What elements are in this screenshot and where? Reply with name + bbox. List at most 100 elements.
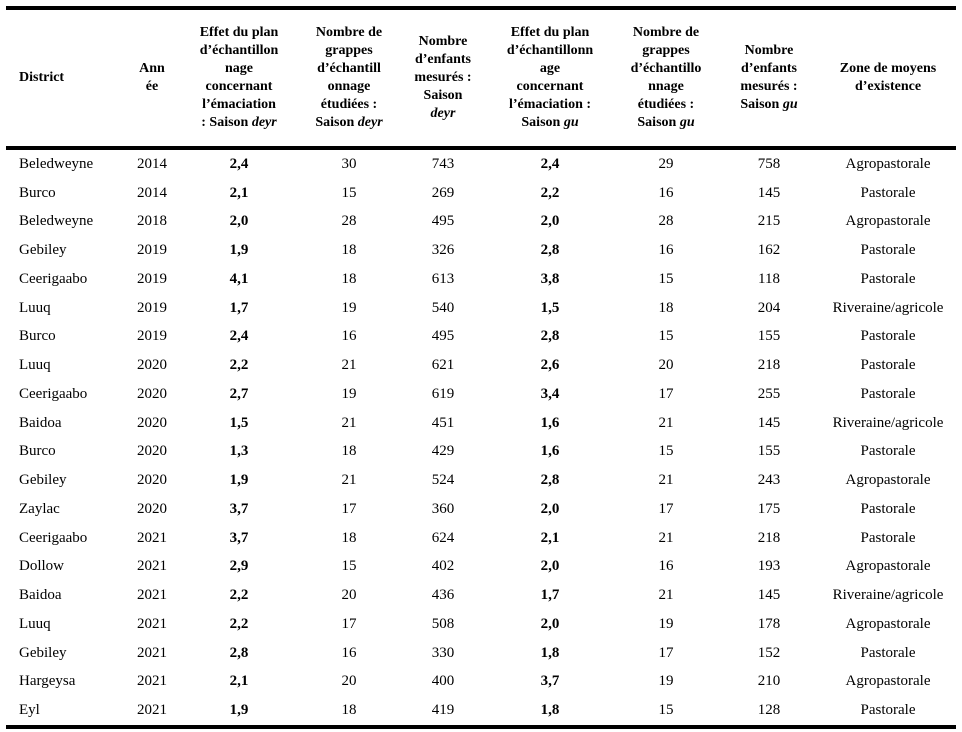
cell-effet-deyr: 2,4 — [229, 155, 249, 172]
cell-enfants-deyr: 326 — [431, 242, 455, 259]
cell-effet-deyr: 2,9 — [229, 558, 249, 575]
cell-district: Gebiley — [19, 472, 67, 489]
cell-zone: Pastorale — [860, 702, 916, 719]
cell-effet-gu: 2,0 — [540, 500, 560, 517]
cell-grappes-gu: 28 — [658, 213, 674, 230]
cell-enfants-deyr: 402 — [431, 558, 455, 575]
cell-grappes-deyr: 18 — [341, 702, 357, 719]
season-label: gu — [782, 96, 798, 112]
table-row: Dollow 2021 2,9 15 402 2,0 16 193 Agropastorale — [6, 553, 956, 582]
cell-zone: Pastorale — [860, 357, 916, 374]
cell-enfants-gu: 128 — [757, 702, 781, 719]
cell-year: 2020 — [137, 443, 167, 460]
cell-effet-gu: 2,8 — [540, 472, 560, 489]
cell-year: 2019 — [137, 299, 167, 316]
cell-effet-deyr: 2,2 — [229, 587, 249, 604]
table-row: Luuq 2021 2,2 17 508 2,0 19 178 Agropastorale — [6, 610, 956, 639]
cell-grappes-deyr: 21 — [341, 472, 357, 489]
cell-enfants-gu: 175 — [757, 500, 781, 517]
cell-zone: Riveraine/agricole — [832, 587, 944, 604]
col-header-effet-gu: Effet du plan d’échantillonn age concern… — [486, 8, 614, 148]
cell-effet-deyr: 1,9 — [229, 702, 249, 719]
cell-year: 2021 — [137, 615, 167, 632]
cell-enfants-gu: 255 — [757, 385, 781, 402]
cell-district: Dollow — [19, 558, 64, 575]
survey-results-table-container: District Ann ée Effet du plan d’échantil… — [6, 6, 956, 729]
table-header: District Ann ée Effet du plan d’échantil… — [6, 8, 956, 148]
cell-zone: Agropastorale — [845, 558, 931, 575]
table-row: Ceerigaabo 2020 2,7 19 619 3,4 17 255 Pastorale — [6, 380, 956, 409]
cell-zone: Pastorale — [860, 500, 916, 517]
cell-grappes-gu: 16 — [658, 558, 674, 575]
cell-grappes-deyr: 17 — [341, 500, 357, 517]
col-header-effet-deyr: Effet du plan d’échantillon nage concern… — [180, 8, 298, 148]
table-row: Baidoa 2020 1,5 21 451 1,6 21 145 Riveraine/agri… — [6, 409, 956, 438]
cell-year: 2019 — [137, 328, 167, 345]
cell-grappes-deyr: 16 — [341, 328, 357, 345]
cell-year: 2021 — [137, 702, 167, 719]
col-header-enfants-deyr: Nombre d’enfants mesurés : Saison deyr — [400, 8, 486, 148]
col-header-label: Effet du plan d’échantillon nage concern… — [199, 25, 279, 130]
cell-grappes-deyr: 19 — [341, 385, 357, 402]
cell-enfants-deyr: 540 — [431, 299, 455, 316]
cell-grappes-gu: 19 — [658, 673, 674, 690]
cell-district: Ceerigaabo — [19, 270, 88, 287]
cell-year: 2020 — [137, 357, 167, 374]
cell-effet-gu: 1,5 — [540, 299, 560, 316]
cell-effet-gu: 2,8 — [540, 242, 560, 259]
cell-district: Baidoa — [19, 414, 62, 431]
cell-zone: Agropastorale — [845, 472, 931, 489]
cell-district: Beledweyne — [19, 213, 94, 230]
cell-enfants-deyr: 495 — [431, 213, 455, 230]
cell-district: Luuq — [19, 299, 51, 316]
table-row: Luuq 2020 2,2 21 621 2,6 20 218 Pastorale — [6, 351, 956, 380]
cell-grappes-deyr: 19 — [341, 299, 357, 316]
cell-district: Burco — [19, 184, 56, 201]
table-row: Baidoa 2021 2,2 20 436 1,7 21 145 Riveraine/agri… — [6, 581, 956, 610]
table-header-row: District Ann ée Effet du plan d’échantil… — [6, 8, 956, 148]
cell-enfants-deyr: 619 — [431, 385, 455, 402]
col-header-label: Ann ée — [139, 61, 165, 94]
cell-enfants-gu: 145 — [757, 587, 781, 604]
table-row: Ceerigaabo 2021 3,7 18 624 2,1 21 218 Pastorale — [6, 524, 956, 553]
cell-effet-gu: 3,7 — [540, 673, 560, 690]
cell-effet-deyr: 2,1 — [229, 184, 249, 201]
cell-enfants-gu: 215 — [757, 213, 781, 230]
cell-grappes-gu: 16 — [658, 184, 674, 201]
survey-results-table: District Ann ée Effet du plan d’échantil… — [6, 6, 956, 729]
cell-effet-gu: 2,8 — [540, 328, 560, 345]
cell-zone: Pastorale — [860, 184, 916, 201]
cell-district: Beledweyne — [19, 155, 94, 172]
cell-grappes-gu: 15 — [658, 270, 674, 287]
cell-enfants-deyr: 429 — [431, 443, 455, 460]
cell-enfants-gu: 152 — [757, 644, 781, 661]
cell-grappes-deyr: 28 — [341, 213, 357, 230]
cell-effet-gu: 3,4 — [540, 385, 560, 402]
cell-effet-deyr: 2,2 — [229, 615, 249, 632]
table-row: Gebiley 2019 1,9 18 326 2,8 16 162 Pastorale — [6, 236, 956, 265]
cell-effet-gu: 2,1 — [540, 529, 560, 546]
cell-effet-deyr: 1,3 — [229, 443, 249, 460]
cell-grappes-deyr: 18 — [341, 529, 357, 546]
cell-effet-deyr: 1,5 — [229, 414, 249, 431]
cell-effet-deyr: 1,7 — [229, 299, 249, 316]
table-row: Eyl 2021 1,9 18 419 1,8 15 128 Pastorale — [6, 696, 956, 727]
cell-year: 2021 — [137, 529, 167, 546]
season-label: deyr — [430, 105, 456, 121]
cell-grappes-gu: 21 — [658, 414, 674, 431]
cell-district: Gebiley — [19, 242, 67, 259]
cell-year: 2018 — [137, 213, 167, 230]
cell-grappes-deyr: 15 — [341, 558, 357, 575]
cell-year: 2020 — [137, 500, 167, 517]
cell-zone: Agropastorale — [845, 155, 931, 172]
cell-effet-deyr: 2,8 — [229, 644, 249, 661]
cell-enfants-gu: 243 — [757, 472, 781, 489]
cell-grappes-deyr: 20 — [341, 587, 357, 604]
cell-grappes-gu: 21 — [658, 472, 674, 489]
cell-effet-deyr: 3,7 — [229, 500, 249, 517]
cell-grappes-gu: 18 — [658, 299, 674, 316]
cell-grappes-gu: 15 — [658, 328, 674, 345]
cell-year: 2019 — [137, 270, 167, 287]
cell-grappes-gu: 17 — [658, 644, 674, 661]
cell-enfants-deyr: 360 — [431, 500, 455, 517]
